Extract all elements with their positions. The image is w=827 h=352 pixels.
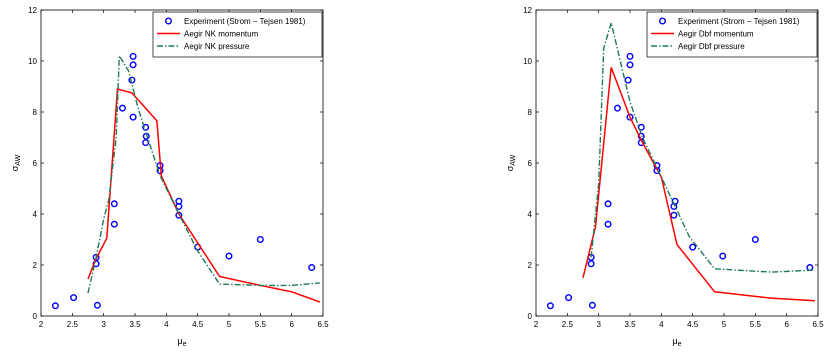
- legend-marker-experiment: [164, 17, 172, 25]
- experiment-point: [225, 252, 233, 260]
- experiment-point: [118, 104, 126, 112]
- experiment-point: [613, 104, 621, 112]
- x-tick-label: 5: [227, 320, 232, 329]
- x-tick-label: 5.5: [750, 320, 762, 329]
- y-tick-label: 0: [33, 312, 38, 321]
- legend-box: [152, 11, 323, 58]
- x-tick-label: 5: [722, 320, 727, 329]
- x-tick-label: 3: [596, 320, 601, 329]
- experiment-point: [51, 302, 59, 310]
- y-tick-label: 6: [528, 159, 533, 168]
- y-tick-label: 0: [528, 312, 533, 321]
- experiment-point: [751, 235, 759, 243]
- experiment-point: [637, 123, 645, 131]
- x-tick-label: 4: [659, 320, 664, 329]
- legend-entry-label: Aegir NK pressure: [184, 42, 250, 51]
- x-axis-label: μe: [177, 336, 186, 348]
- experiment-point: [626, 61, 634, 69]
- legend-entry-label: Experiment (Strom − Tejsen 1981): [678, 17, 800, 26]
- x-tick-label: 6: [289, 320, 294, 329]
- x-tick-label: 6.5: [812, 320, 824, 329]
- experiment-point: [256, 235, 264, 243]
- experiment-point: [546, 302, 554, 310]
- legend-entry-label: Aegir Dbf pressure: [678, 42, 745, 51]
- x-tick-label: 4: [164, 320, 169, 329]
- y-tick-label: 10: [28, 57, 37, 66]
- y-axis-label: σAW: [505, 154, 517, 171]
- experiment-point: [604, 200, 612, 208]
- x-tick-label: 3: [101, 320, 106, 329]
- y-tick-label: 12: [28, 6, 37, 15]
- x-tick-label: 2.5: [562, 320, 574, 329]
- y-tick-label: 6: [33, 159, 38, 168]
- x-tick-label: 6.5: [317, 320, 329, 329]
- chart-left: 2 2.5 3 3.5 4 4.5 5 5.5 6 6.5024681012μeσAWExperi…: [10, 6, 329, 348]
- x-tick-label: 3.5: [129, 320, 141, 329]
- experiment-point: [308, 264, 316, 272]
- x-tick-label: 3.5: [624, 320, 636, 329]
- experiment-point: [142, 139, 150, 147]
- y-tick-label: 10: [523, 57, 532, 66]
- x-tick-label: 2.5: [67, 320, 79, 329]
- legend-entry-label: Aegir Dbf momentum: [678, 30, 754, 39]
- chart-right: 2 2.5 3 3.5 4 4.5 5 5.5 6 6.5024681012μeσAWExperi…: [505, 6, 824, 348]
- experiment-point: [806, 264, 814, 272]
- y-tick-label: 2: [33, 261, 38, 270]
- x-tick-label: 4.5: [687, 320, 699, 329]
- experiment-point: [587, 260, 595, 268]
- y-tick-label: 2: [528, 261, 533, 270]
- legend-entry-label: Aegir NK momentum: [184, 30, 259, 39]
- y-axis-label: σAW: [10, 154, 22, 171]
- experiment-point: [129, 61, 137, 69]
- x-tick-label: 4.5: [192, 320, 204, 329]
- x-tick-label: 6: [784, 320, 789, 329]
- momentum-series-line: [582, 67, 815, 302]
- experiment-point: [110, 220, 118, 228]
- experiment-point: [626, 113, 634, 121]
- experiment-point: [626, 52, 634, 60]
- experiment-point: [588, 301, 596, 309]
- pressure-series-line: [87, 53, 320, 294]
- x-axis-label: μe: [672, 336, 681, 348]
- x-tick-label: 2: [534, 320, 539, 329]
- experiment-point: [604, 220, 612, 228]
- experiment-point: [110, 200, 118, 208]
- y-tick-label: 8: [33, 108, 38, 117]
- experiment-point: [565, 294, 573, 302]
- experiment-point: [689, 243, 697, 251]
- legend-marker-experiment: [659, 17, 667, 25]
- experiment-point: [129, 113, 137, 121]
- y-tick-label: 8: [528, 108, 533, 117]
- experiment-point: [70, 294, 78, 302]
- pressure-series-line: [590, 20, 815, 273]
- legend-box: [646, 11, 818, 58]
- experiment-point: [624, 76, 632, 84]
- experiment-point: [670, 211, 678, 219]
- y-tick-label: 12: [523, 6, 532, 15]
- experiment-point: [129, 52, 137, 60]
- x-tick-label: 5.5: [255, 320, 267, 329]
- experiment-point: [719, 252, 727, 260]
- momentum-series-line: [87, 88, 321, 303]
- y-tick-label: 4: [33, 210, 38, 219]
- y-tick-label: 4: [528, 210, 533, 219]
- legend-entry-label: Experiment (Strom − Tejsen 1981): [184, 17, 306, 26]
- x-tick-label: 2: [39, 320, 44, 329]
- experiment-point: [93, 301, 101, 309]
